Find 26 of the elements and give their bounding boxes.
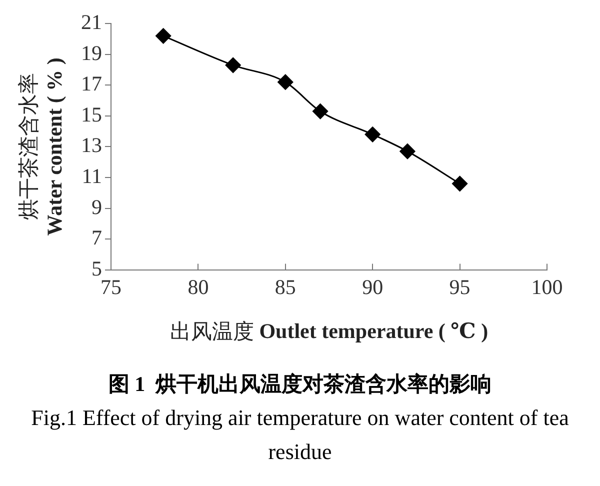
x-tick-label: 75 — [100, 274, 122, 299]
y-axis-title: 烘干茶渣含水率 Water content ( % ) — [16, 58, 66, 236]
point — [452, 176, 468, 192]
y-tick-label: 17 — [81, 72, 102, 96]
x-tick-label: 80 — [188, 274, 209, 299]
x-tick-label: 95 — [449, 274, 470, 299]
x-axis-title: 出风温度 Outlet temperature ( ℃ ) — [170, 319, 488, 344]
point — [312, 104, 328, 120]
x-tick-label: 90 — [362, 274, 384, 299]
y-tick-label: 9 — [92, 194, 102, 219]
point — [278, 74, 294, 90]
caption: 图 1 烘干机出风温度对茶渣含水率的影响 — [107, 371, 493, 398]
y-tick-label: 21 — [81, 10, 102, 34]
x-tick-label: 100 — [531, 274, 563, 299]
y-tick-label: 19 — [81, 40, 102, 65]
y-tick-label: 5 — [92, 256, 102, 280]
point — [225, 57, 241, 73]
point — [364, 126, 380, 142]
y-tick-label: 7 — [92, 226, 102, 250]
y-tick-label: 11 — [82, 164, 102, 188]
point — [156, 28, 172, 44]
x-tick-label: 85 — [274, 274, 296, 299]
y-tick-label: 15 — [81, 102, 102, 126]
caption: Fig.1 Effect of drying air temperature on water content of tea residue — [30, 404, 570, 466]
y-tick-label: 13 — [81, 133, 102, 158]
point — [400, 144, 416, 160]
